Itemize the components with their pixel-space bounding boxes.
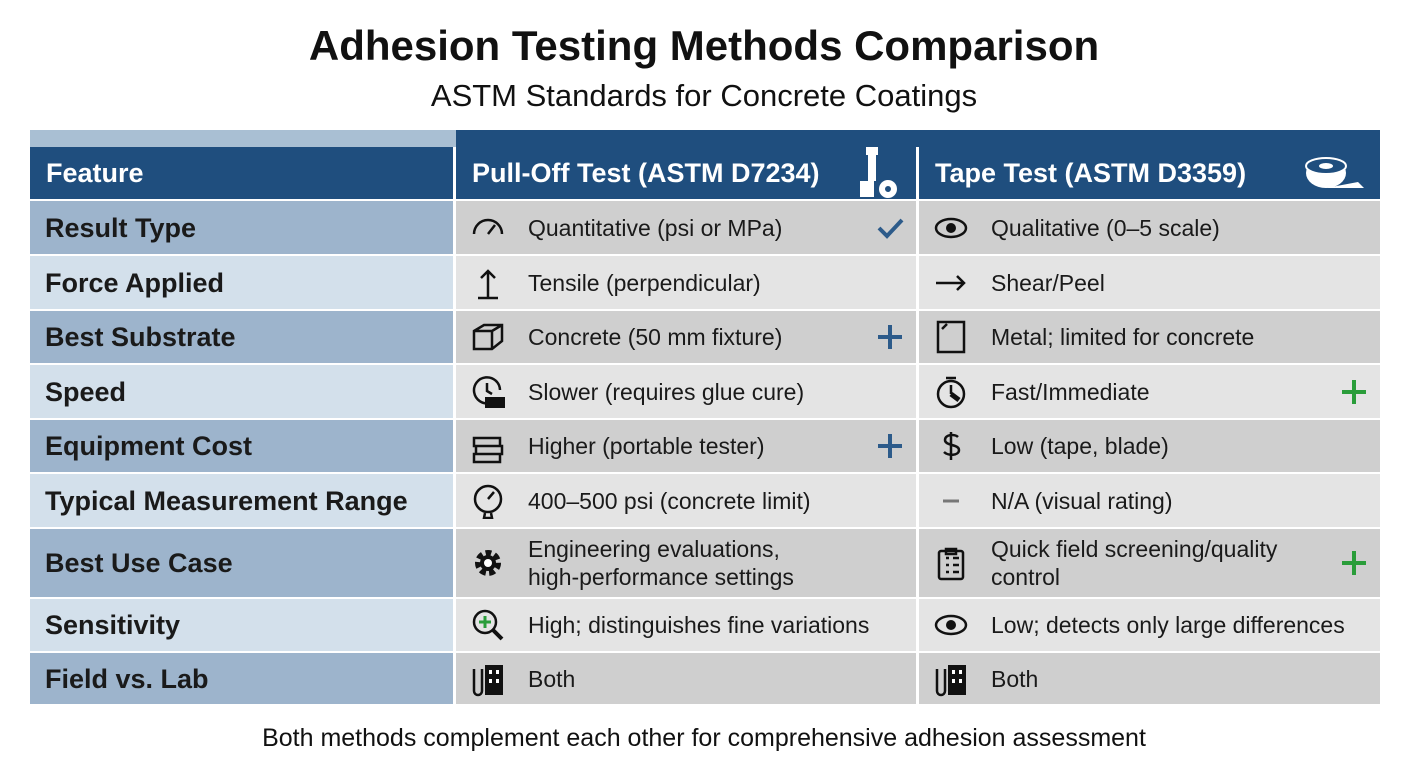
row-label: Speed: [30, 365, 453, 418]
cell: High; distinguishes fine variations: [456, 599, 916, 651]
icon: [935, 664, 966, 696]
cell-text: Both: [528, 665, 576, 692]
cell-text: Result Type: [45, 212, 197, 243]
row-label: Force Applied: [30, 256, 453, 309]
cell-text: Both: [991, 665, 1039, 692]
row-label: Best Use Case: [30, 529, 453, 597]
icon: [472, 323, 504, 351]
cell-text: Fast/Immediate: [991, 378, 1150, 405]
cell-text: Speed: [45, 376, 127, 407]
cell-text: Low; detects only large differences: [991, 612, 1345, 638]
icon: [936, 320, 966, 354]
cell-text: Force Applied: [45, 267, 225, 298]
icon: [1305, 157, 1364, 188]
icon: [877, 218, 904, 239]
icon: [472, 218, 504, 235]
cell-text: Metal; limited for concrete: [991, 324, 1255, 350]
cell-text: Qualitative (0–5 scale): [991, 214, 1220, 241]
icon: [937, 547, 965, 581]
cell: Low (tape, blade): [919, 420, 1380, 472]
cell-text: Slower (requires glue cure): [528, 378, 805, 405]
icon: [472, 609, 504, 641]
row-label: Best Substrate: [30, 311, 453, 363]
icon: [878, 325, 902, 349]
icon: [472, 664, 503, 696]
header-text: Tape Test (ASTM D3359): [935, 157, 1247, 188]
cell: N/A (visual rating): [919, 474, 1380, 527]
header-text: Feature: [46, 157, 144, 188]
cell: Low; detects only large differences: [919, 599, 1380, 651]
icon: [934, 614, 968, 636]
cell-text: 400–500 psi (concrete limit): [528, 487, 811, 514]
cell: Slower (requires glue cure): [456, 365, 916, 418]
icon: [934, 217, 968, 238]
subtitle: ASTM Standards for Concrete Coatings: [430, 78, 978, 113]
row-label: Typical Measurement Range: [30, 474, 453, 527]
row-label: Equipment Cost: [30, 420, 453, 472]
cell-text: Tensile (perpendicular): [528, 269, 761, 296]
cell: Concrete (50 mm fixture): [456, 311, 916, 363]
column-header: Tape Test (ASTM D3359): [919, 147, 1380, 199]
title: Adhesion Testing Methods Comparison: [308, 22, 1100, 69]
row-label: Sensitivity: [30, 599, 453, 651]
icon: [943, 432, 961, 460]
icon: [478, 268, 498, 299]
header-text: Pull-Off Test (ASTM D7234): [472, 157, 820, 188]
text-line: Quick field screening/quality: [991, 536, 1278, 562]
column-header: Feature: [30, 147, 453, 199]
cell: Metal; limited for concrete: [919, 311, 1380, 363]
cell-text: Field vs. Lab: [45, 663, 209, 694]
icon: [472, 436, 504, 464]
cell-text: Best Use Case: [45, 548, 233, 578]
text-line: Engineering evaluations,: [528, 536, 780, 562]
cell-text: Best Substrate: [45, 322, 236, 352]
cell-text: Shear/Peel: [991, 269, 1105, 296]
icon: [472, 375, 505, 408]
cell-text: Engineering evaluations, high-performance…: [528, 535, 794, 591]
text-line: high-performance settings: [528, 564, 794, 590]
cell-text: Quantitative (psi or MPa): [528, 214, 783, 241]
icon: [1342, 379, 1366, 404]
icon: [936, 274, 966, 291]
icon: [943, 499, 959, 502]
cell-text: Sensitivity: [45, 610, 181, 640]
icon: [1342, 551, 1366, 575]
cell-text: N/A (visual rating): [991, 487, 1173, 514]
column-header: Pull-Off Test (ASTM D7234): [456, 147, 916, 199]
row-label: Result Type: [30, 201, 453, 254]
cell: Tensile (perpendicular): [456, 256, 916, 309]
cell: Quantitative (psi or MPa): [456, 201, 916, 254]
cell-text: Quick field screening/quality control: [991, 535, 1277, 591]
cell-text: Low (tape, blade): [991, 433, 1169, 459]
cell-text: Equipment Cost: [45, 431, 252, 461]
text-line: control: [991, 564, 1061, 590]
icon: [878, 434, 902, 458]
cell-text: Higher (portable tester): [528, 433, 765, 459]
cell: Shear/Peel: [919, 256, 1380, 309]
cell-text: Typical Measurement Range: [45, 485, 408, 516]
header-strip: [456, 130, 1380, 147]
cell-text: Concrete (50 mm fixture): [528, 324, 783, 350]
cell: Engineering evaluations, high-performance…: [456, 529, 916, 597]
footer-note: Both methods complement each other for c…: [262, 724, 1146, 752]
icon: [936, 376, 966, 408]
row-label: Field vs. Lab: [30, 653, 453, 704]
icon: [475, 550, 501, 576]
cell: Both: [919, 653, 1380, 704]
icon: [860, 147, 897, 198]
cell: Both: [456, 653, 916, 704]
cell: Quick field screening/quality control: [919, 529, 1380, 597]
cell: 400–500 psi (concrete limit): [456, 474, 916, 527]
cell-text: High; distinguishes fine variations: [528, 612, 870, 638]
cell: Higher (portable tester): [456, 420, 916, 472]
cell: Fast/Immediate: [919, 365, 1380, 418]
icon: [473, 484, 503, 519]
cell: Qualitative (0–5 scale): [919, 201, 1380, 254]
